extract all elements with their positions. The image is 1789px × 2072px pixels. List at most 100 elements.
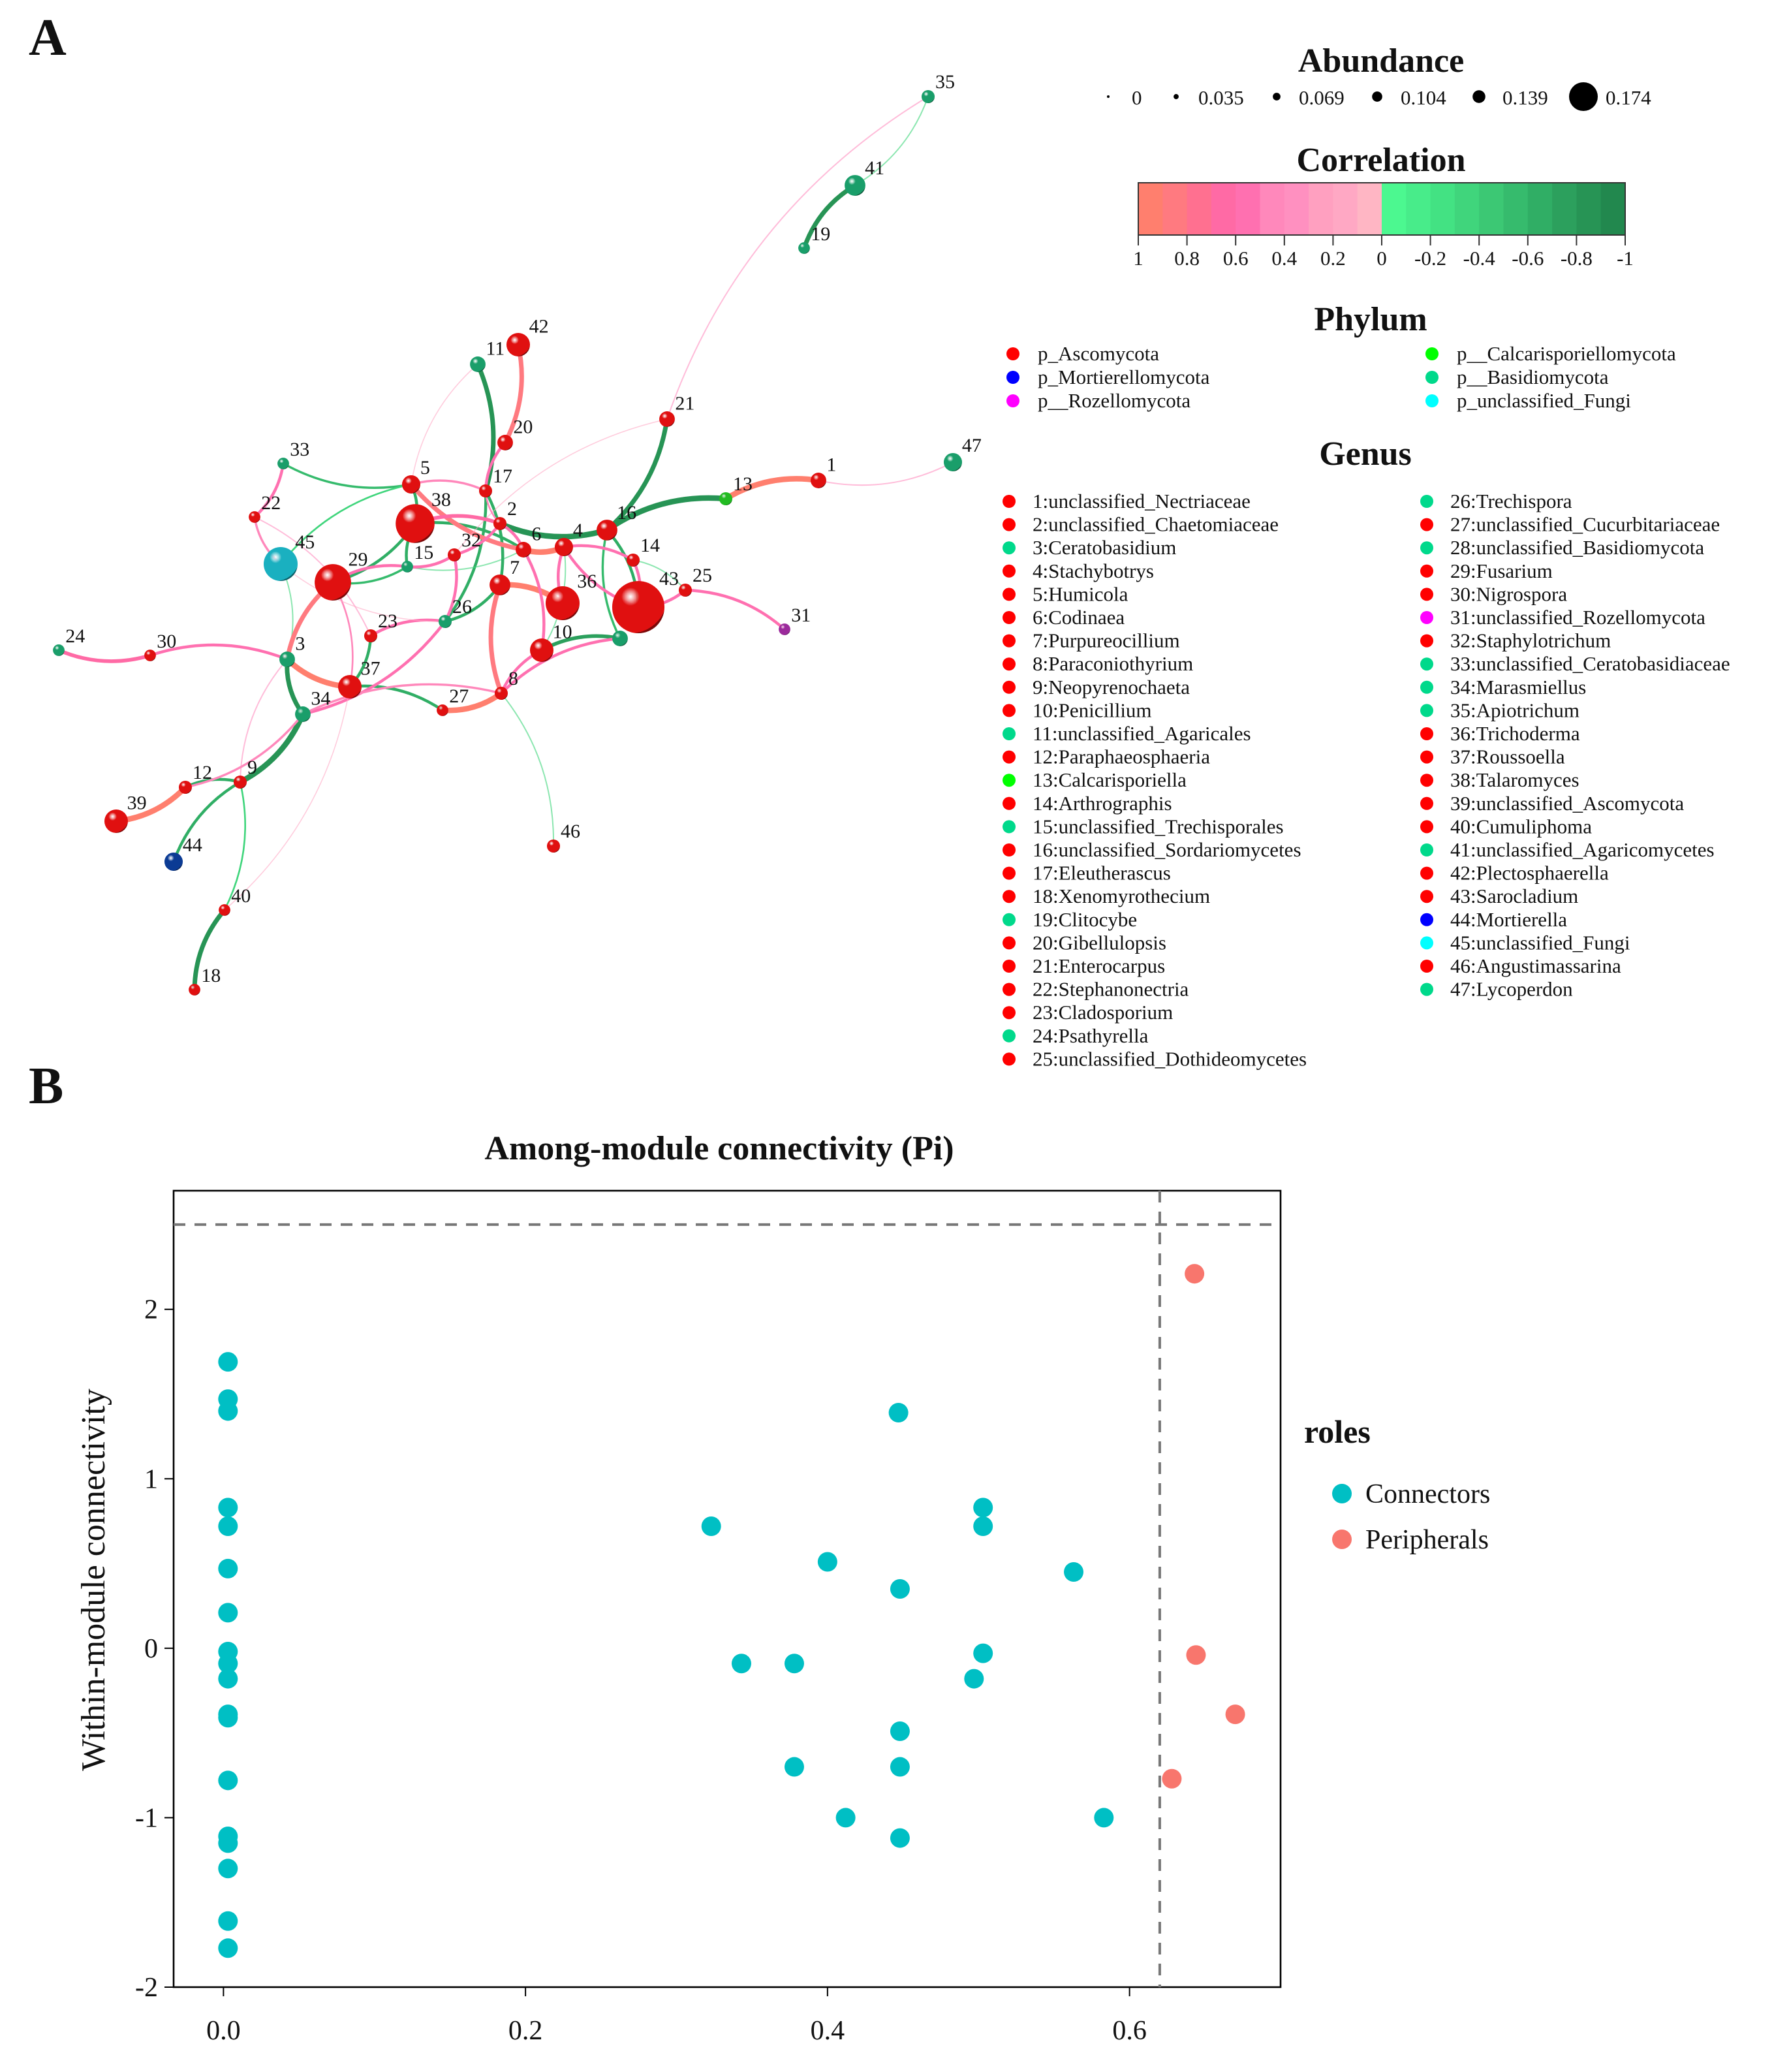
genus-label: 15:unclassified_Trechisporales [1033,815,1284,838]
node-label: 14 [640,535,660,556]
abundance-size-dot [1107,95,1110,98]
genus-color-dot [1420,750,1433,764]
genus-color-dot [1420,541,1433,555]
network-node: 6 [516,524,541,557]
abundance-label: 0.069 [1299,86,1345,109]
colorbar-step [1357,183,1382,235]
phylum-legend-item: p_Mortierellomycota [1006,366,1210,388]
genus-label: 18:Xenomyrothecium [1033,885,1210,907]
genus-color-dot [1420,564,1433,578]
network-edge [349,684,444,712]
genus-color-dot [1420,495,1433,508]
network-node: 5 [401,457,430,494]
network-node: 47 [943,435,982,472]
point-connectors [218,1669,238,1689]
node-sphere [811,473,826,488]
y-tick-label: -2 [135,1973,158,2003]
genus-label: 47:Lycoperdon [1450,978,1573,1001]
roles-legend-item: Connectors [1332,1479,1490,1509]
genus-label: 31:unclassified_Rozellomycota [1450,606,1705,629]
genus-legend-item: 15:unclassified_Trechisporales [1003,815,1284,838]
node-sphere [264,547,298,581]
genus-legend-item: 41:unclassified_Agaricomycetes [1420,838,1715,861]
network-node: 20 [497,416,533,450]
genus-legend-item: 8:Paraconiothyrium [1003,652,1193,675]
y-tick-label: 2 [144,1295,158,1325]
genus-label: 20:Gibellulopsis [1033,931,1166,954]
abundance-legend-item: 0.035 [1174,86,1244,109]
abundance-label: 0.035 [1198,86,1244,109]
node-sphere [189,984,200,996]
colorbar-tick-label: -1 [1617,247,1634,270]
colorbar-tick-label: 0.4 [1271,247,1297,270]
node-sphere [315,564,351,601]
abundance-size-dot [1174,94,1179,99]
x-tick-label: 0.4 [811,2016,845,2046]
abundance-label: 0.139 [1502,86,1548,109]
network-edge [409,482,524,552]
point-connectors [218,1911,238,1931]
colorbar-step [1138,183,1164,235]
genus-label: 6:Codinaea [1033,606,1125,629]
network-edge [444,490,488,623]
node-label: 22 [261,492,281,514]
node-label: 12 [193,762,212,783]
y-tick-label: 0 [144,1634,158,1664]
network-edge [601,529,621,639]
genus-legend-item: 21:Enterocarpus [1003,954,1165,977]
point-connectors [890,1721,910,1742]
phylum-color-dot [1425,371,1439,384]
genus-label: 12:Paraphaeosphaeria [1033,746,1210,768]
genus-color-dot [1420,936,1433,950]
point-connectors [731,1654,751,1674]
network-node: 42 [506,315,549,357]
abundance-label: 0.174 [1606,86,1651,109]
colorbar-tick-label: 0.8 [1174,247,1200,270]
network-edge [488,584,504,695]
phylum-label: p_unclassified_Fungi [1457,389,1631,412]
genus-color-dot [1420,774,1433,787]
genus-label: 43:Sarocladium [1450,885,1578,907]
phylum-color-dot [1006,371,1019,384]
node-label: 17 [493,465,512,487]
abundance-size-dot [1472,90,1486,103]
node-label: 46 [561,821,580,842]
genus-color-dot [1003,541,1016,555]
node-label: 8 [508,668,518,689]
network-node: 12 [178,762,212,794]
network-node: 43 [612,568,679,634]
node-sphere [612,631,628,646]
point-connectors [218,1401,238,1421]
node-sphere [144,650,156,661]
node-label: 16 [617,502,636,524]
abundance-size-dot [1273,93,1281,101]
network-edge [854,96,929,186]
genus-label: 26:Trechispora [1450,490,1572,512]
genus-legend-item: 19:Clitocybe [1003,908,1137,931]
node-sphere [277,458,289,469]
network-node: 7 [490,557,520,595]
genus-label: 14:Arthrographis [1033,792,1172,815]
colorbar-step [1211,183,1237,235]
network-node: 41 [845,157,884,196]
network-edge [185,713,304,789]
genus-legend-item: 47:Lycoperdon [1420,978,1573,1001]
genus-color-dot [1003,611,1016,624]
network-edge [302,620,446,716]
node-sphere [233,775,247,789]
point-connectors [701,1516,721,1536]
zi-pi-scatter: Among-module connectivity (Pi) Within-mo… [75,1130,1490,2046]
colorbar-step [1187,183,1212,235]
network-node: 32 [447,529,481,562]
point-connectors [890,1828,910,1848]
genus-label: 30:Nigrospora [1450,582,1567,605]
panel-label-b: B [29,1058,63,1115]
abundance-size-dot [1372,91,1382,102]
genus-legend-item: 42:Plectosphaerella [1420,862,1609,885]
node-label: 9 [247,757,257,778]
genus-legend-item: 33:unclassified_Ceratobasidiaceae [1420,652,1730,675]
node-label: 45 [295,531,315,553]
abundance-label: 0.104 [1401,86,1446,109]
network-node: 23 [364,610,397,643]
genus-color-dot [1003,890,1016,903]
